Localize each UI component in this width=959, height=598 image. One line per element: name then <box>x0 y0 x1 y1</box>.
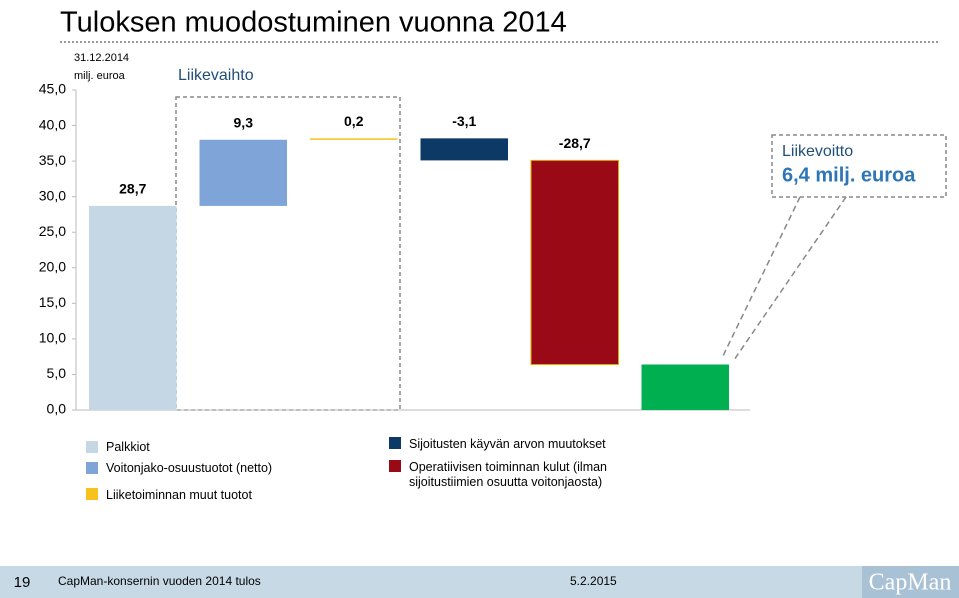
y-tick-label: 30,0 <box>39 187 66 203</box>
data-label: 28,7 <box>119 181 146 197</box>
legend-swatch <box>86 462 98 474</box>
data-label: 0,2 <box>344 113 364 129</box>
bar <box>310 138 398 140</box>
bar <box>641 364 729 410</box>
footer-date: 5.2.2015 <box>570 574 617 588</box>
legend-swatch <box>86 488 98 500</box>
y-tick-label: 25,0 <box>39 223 66 239</box>
data-label: -28,7 <box>559 135 591 151</box>
callout-line <box>733 196 847 361</box>
chart-title: Tuloksen muodostuminen vuonna 2014 <box>60 7 567 39</box>
legend-swatch <box>86 441 98 453</box>
callout-box <box>771 134 947 198</box>
legend-entry: Sijoitusten käyvän arvon muutokset <box>409 437 606 451</box>
data-label: -3,1 <box>452 113 476 129</box>
subtitle: 31.12.2014 <box>74 52 129 64</box>
annotation: Liikevoitto <box>782 143 853 160</box>
unit-label: milj. euroa <box>74 70 126 82</box>
bar <box>199 139 287 206</box>
annotation: Liikevaihto <box>178 67 254 84</box>
legend-swatch <box>389 460 401 472</box>
logo-area <box>862 566 959 598</box>
legend-swatch <box>389 437 401 449</box>
legend-entry: Palkkiot <box>106 440 150 454</box>
legend-entry: Voitonjako-osuustuotot (netto) <box>106 461 273 475</box>
y-tick-label: 20,0 <box>39 258 66 274</box>
legend-entry: Liiketoiminnan muut tuotot <box>106 488 252 502</box>
y-tick-label: 15,0 <box>39 294 66 310</box>
legend-entry: Operatiivisen toiminnan kulut (ilman sij… <box>409 460 608 489</box>
y-tick-label: 10,0 <box>39 330 66 346</box>
y-tick-label: 5,0 <box>47 365 67 381</box>
footer-bar <box>0 566 862 598</box>
logo: CapMan <box>869 570 952 596</box>
bar <box>420 138 508 161</box>
y-tick-label: 0,0 <box>47 401 67 417</box>
bar <box>530 159 619 365</box>
callout-value: 6,4 milj. euroa <box>782 164 916 186</box>
page-number: 19 <box>14 574 31 591</box>
y-tick-label: 45,0 <box>39 81 66 97</box>
bar <box>89 205 177 410</box>
footer-text: CapMan-konsernin vuoden 2014 tulos <box>58 574 261 588</box>
y-tick-label: 35,0 <box>39 152 66 168</box>
data-label: 9,3 <box>234 114 254 130</box>
callout-line <box>721 196 801 359</box>
y-tick-label: 40,0 <box>39 116 66 132</box>
